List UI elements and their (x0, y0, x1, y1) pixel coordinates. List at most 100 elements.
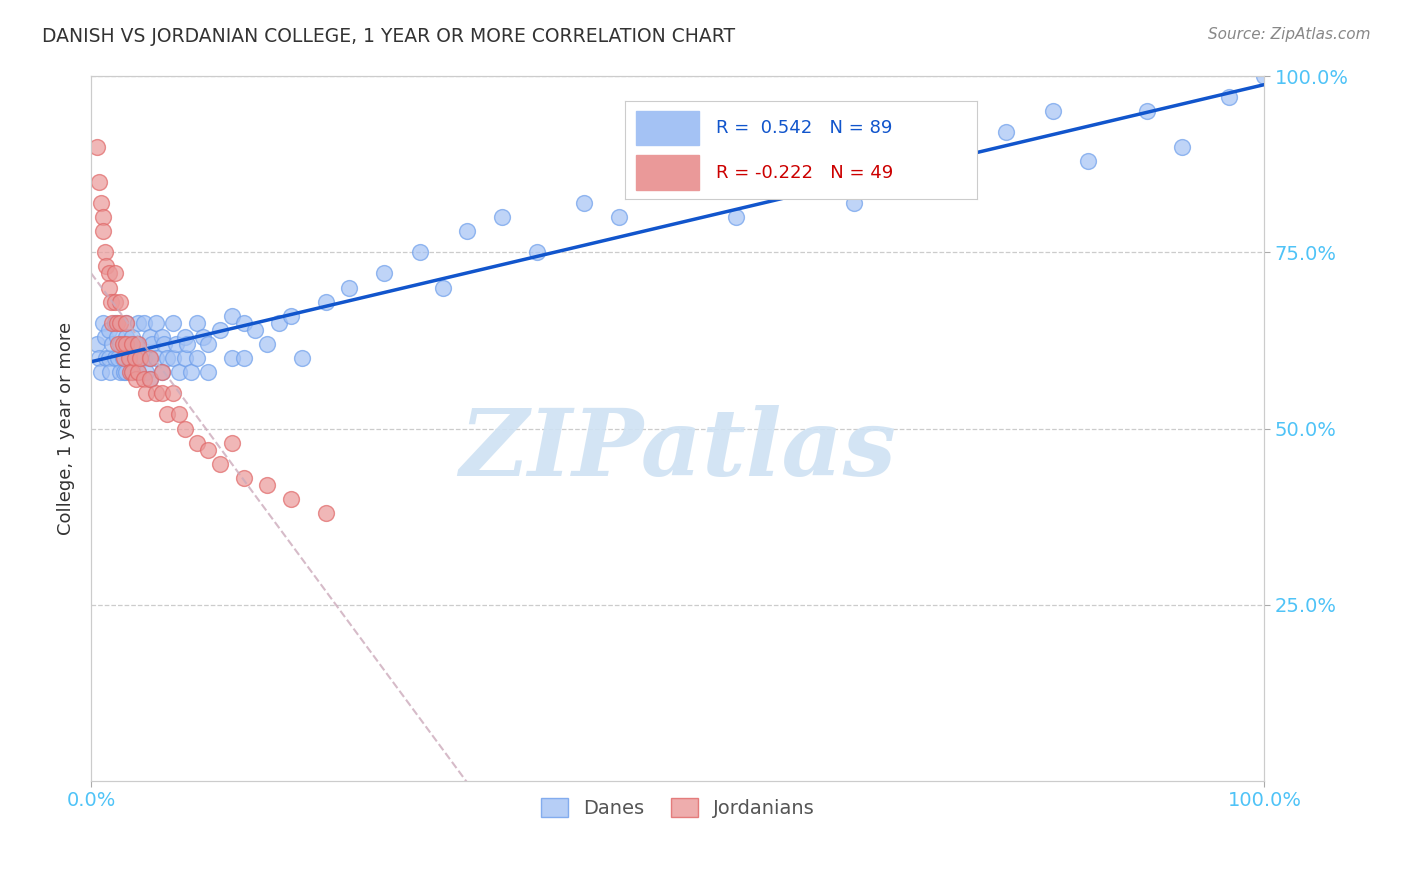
Point (89, 351, 111, 365)
Point (121, 365, 143, 379)
Point (118, 351, 141, 365)
Point (112, 365, 135, 379)
Point (125, 351, 148, 365)
Point (176, 337, 198, 351)
Text: DANISH VS JORDANIAN COLLEGE, 1 YEAR OR MORE CORRELATION CHART: DANISH VS JORDANIAN COLLEGE, 1 YEAR OR M… (42, 27, 735, 45)
Point (666, 175, 689, 189)
Point (118, 337, 141, 351)
Point (901, 153, 924, 168)
Point (104, 316, 127, 330)
Point (572, 195, 595, 210)
Text: ZIPatlas: ZIPatlas (460, 405, 896, 495)
Point (115, 337, 138, 351)
Point (1136, 104, 1159, 119)
Point (221, 351, 243, 365)
Point (174, 421, 197, 435)
Point (121, 365, 143, 379)
Point (110, 316, 132, 330)
Point (526, 245, 548, 260)
Point (121, 330, 143, 344)
Point (91, 210, 114, 224)
Point (139, 372, 162, 386)
Point (1077, 153, 1099, 168)
Point (186, 316, 208, 330)
Point (156, 351, 179, 365)
Point (91, 224, 114, 238)
Point (90, 195, 112, 210)
Point (150, 386, 173, 401)
Point (135, 365, 157, 379)
Point (132, 316, 155, 330)
Point (97, 280, 120, 294)
Point (186, 435, 208, 450)
Point (245, 323, 267, 337)
Point (209, 323, 232, 337)
Point (150, 365, 173, 379)
Point (104, 294, 127, 309)
Point (174, 330, 197, 344)
Point (97, 351, 120, 365)
Point (456, 224, 478, 238)
Point (125, 372, 148, 386)
Point (842, 195, 865, 210)
Y-axis label: College, 1 year or more: College, 1 year or more (58, 322, 75, 535)
Point (105, 316, 128, 330)
Legend: Danes, Jordanians: Danes, Jordanians (534, 791, 821, 825)
Point (167, 365, 190, 379)
Point (153, 337, 176, 351)
Point (197, 442, 219, 457)
Point (139, 351, 162, 365)
Point (337, 280, 360, 294)
Point (315, 294, 337, 309)
Point (1171, 139, 1194, 153)
Point (607, 210, 630, 224)
Point (925, 175, 948, 189)
Point (432, 280, 454, 294)
Point (221, 309, 243, 323)
Point (145, 316, 167, 330)
Point (94, 245, 117, 260)
Point (150, 330, 173, 344)
Point (291, 351, 314, 365)
Point (373, 267, 395, 281)
Point (162, 316, 184, 330)
Point (127, 365, 149, 379)
Point (197, 337, 219, 351)
Point (127, 365, 149, 379)
Point (132, 351, 155, 365)
Point (139, 372, 162, 386)
Point (104, 351, 127, 365)
Point (232, 316, 254, 330)
Point (105, 330, 128, 344)
Point (315, 506, 337, 520)
Point (408, 245, 430, 260)
Point (180, 365, 202, 379)
Point (1218, 90, 1240, 104)
Point (280, 491, 302, 506)
Point (124, 351, 146, 365)
Point (111, 351, 134, 365)
Point (145, 351, 167, 365)
Point (191, 330, 214, 344)
Point (115, 316, 138, 330)
Point (96, 260, 118, 274)
Point (145, 386, 167, 401)
Point (97, 323, 120, 337)
Point (127, 337, 149, 351)
Point (156, 408, 179, 422)
Point (129, 351, 152, 365)
Point (118, 365, 141, 379)
Point (256, 337, 278, 351)
Point (97, 267, 120, 281)
Point (115, 316, 138, 330)
Point (1042, 104, 1064, 119)
Point (110, 337, 132, 351)
Point (89, 175, 111, 189)
Point (96, 351, 118, 365)
Point (491, 210, 513, 224)
Point (101, 316, 124, 330)
Point (91, 316, 114, 330)
Point (186, 351, 208, 365)
Point (232, 351, 254, 365)
Point (135, 386, 157, 401)
